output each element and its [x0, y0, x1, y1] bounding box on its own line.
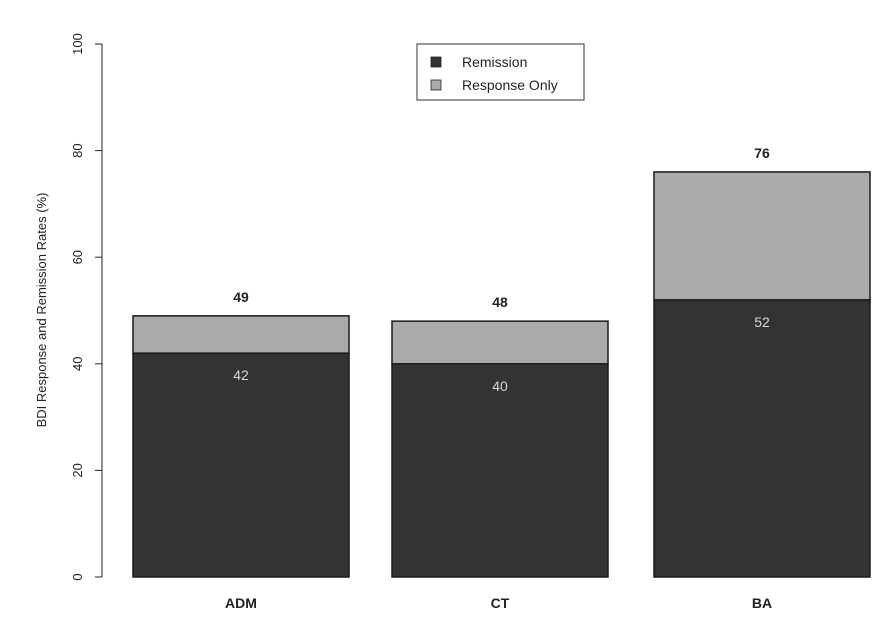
y-tick-label: 40: [70, 357, 85, 371]
x-category-label-ct: CT: [491, 595, 510, 611]
bars: 42 49 40 48 52 76: [132, 145, 871, 578]
legend-swatch-response-only: [430, 79, 442, 91]
y-axis-label: BDI Response and Remission Rates (%): [34, 193, 49, 428]
y-tick-label: 60: [70, 250, 85, 264]
bar-remission-ba: [653, 299, 871, 578]
y-tick-label: 100: [70, 33, 85, 55]
y-tick-label: 80: [70, 143, 85, 157]
x-category-label-adm: ADM: [225, 595, 257, 611]
bar-remission-adm: [132, 352, 350, 578]
bar-total-label-adm: 49: [233, 289, 249, 305]
bar-response-only-ct: [391, 320, 609, 365]
y-axis: 0 20 40 60 80 100: [70, 33, 103, 581]
bar-remission-ct: [391, 363, 609, 578]
bar-total-label-ba: 76: [754, 145, 770, 161]
legend-label-remission: Remission: [462, 54, 527, 70]
bar-response-only-adm: [132, 315, 350, 354]
legend: Remission Response Only: [416, 43, 585, 101]
legend-box: [416, 43, 585, 101]
x-axis-labels: ADM CT BA: [225, 595, 772, 611]
y-tick-label: 0: [70, 573, 85, 580]
bar-value-label-adm: 42: [233, 367, 249, 383]
legend-swatch-remission: [430, 56, 442, 68]
bar-value-label-ba: 52: [754, 314, 770, 330]
x-category-label-ba: BA: [752, 595, 772, 611]
bar-total-label-ct: 48: [492, 294, 508, 310]
y-tick-label: 20: [70, 463, 85, 477]
bar-value-label-ct: 40: [492, 378, 508, 394]
bar-response-only-ba: [653, 171, 871, 301]
legend-label-response-only: Response Only: [462, 77, 558, 93]
